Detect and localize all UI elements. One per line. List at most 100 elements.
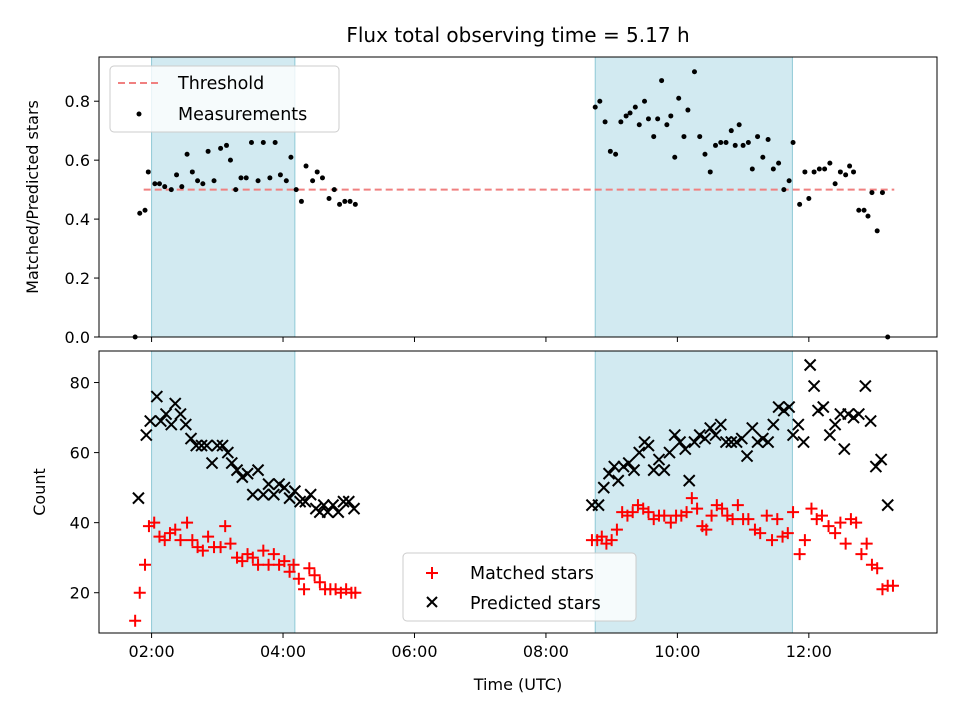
matched-star-point [805,502,818,515]
measurement-point [691,69,697,75]
measurement-point [874,228,880,234]
x-tick-label: 12:00 [786,642,832,661]
matched-star-point [186,534,199,547]
predicted-star-point [658,463,671,477]
measurement-point [248,139,254,145]
measurement-point [869,190,875,196]
predicted-star-point [602,467,616,480]
predicted-star-point [842,407,855,421]
measurement-point [837,169,843,175]
matched-star-point [129,614,142,627]
predicted-star-point [179,418,192,431]
predicted-star-point [592,498,605,512]
measurement-point [205,148,211,154]
measurement-point [168,187,174,193]
bottom-panel: 02:00 04:00 06:00 08:00 10:00 12:00 20406080 … [30,350,938,694]
measurement-point [781,187,787,193]
predicted-star-point [709,428,722,442]
measurement-point [597,98,603,104]
predicted-star-point [195,439,208,452]
predicted-star-point [838,442,851,456]
predicted-star-point [216,439,229,452]
measurement-point [314,169,320,175]
measurement-point [347,198,353,204]
predicted-star-point [140,428,153,442]
predicted-star-point [154,414,167,428]
predicted-star-point [874,453,888,466]
predicted-star-point [719,435,733,449]
measurement-point [728,128,734,134]
measurement-point [195,178,201,184]
measurement-point [655,116,661,122]
measurement-point [283,178,289,184]
predicted-star-point [317,498,330,512]
predicted-star-point [847,411,860,424]
matched-star-point [308,569,321,582]
matched-star-point [219,520,232,533]
predicted-star-point [792,418,805,431]
measurement-point [189,169,195,175]
measurement-point [770,166,776,172]
measurement-point [174,172,180,178]
y-tick-label: 80 [70,374,90,393]
predicted-star-point [823,428,837,442]
measurement-point [723,139,729,145]
measurement-point [272,139,278,145]
measurement-point [847,163,853,169]
predicted-star-point [663,446,676,459]
predicted-star-point [251,463,265,477]
measurement-point [745,139,751,145]
y-tick-label: 40 [70,514,90,533]
measurement-point [760,154,766,160]
top-panel: 0.00.20.40.60.8 Matched/Predicted stars … [23,56,938,347]
matched-star-point [886,579,899,592]
matched-star-point [605,534,618,547]
matched-star-point [798,534,811,547]
predicted-star-point [326,498,340,512]
matched-star-point [283,565,296,578]
predicted-star-point [673,435,687,449]
measurement-point [592,104,598,110]
predicted-star-point [132,491,145,505]
measurement-point [607,148,613,154]
measurement-point [636,122,642,128]
predicted-star-point [617,460,630,473]
matched-star-point [680,506,693,519]
predicted-star-point [342,495,355,508]
measurement-point [337,201,343,207]
predicted-star-point [811,404,825,417]
measurement-point [310,178,316,184]
predicted-star-point [751,435,764,449]
measurement-point [832,181,838,187]
matched-star-point [716,502,729,515]
matched-star-point [610,523,623,536]
measurement-point [627,110,633,116]
legend-matched-swatch [426,567,438,579]
matched-star-point [202,530,215,543]
measurement-point [659,78,665,84]
matched-star-point [267,548,280,561]
predicted-star-point [725,435,738,449]
predicted-star-point [597,481,610,494]
matched-star-point [287,558,300,571]
predicted-star-point [786,428,800,442]
measurement-point [331,187,337,193]
predicted-star-point [332,505,345,519]
predicted-star-point [241,467,254,480]
predicted-star-point [622,456,635,470]
measurement-point [211,178,217,184]
matched-star-point [236,555,249,568]
predicted-star-point [777,404,791,417]
measurement-point [681,134,687,140]
matched-star-point [705,509,718,522]
measurement-point [184,151,190,157]
predicted-star-point [257,488,270,501]
matched-star-point [139,558,152,571]
matched-star-point [793,548,806,561]
bottom-panel-frame [98,350,938,634]
predicted-star-point [714,418,727,431]
top-panel-frame [98,56,938,338]
measurement-point [156,181,162,187]
measurement-point [218,145,224,151]
measurement-point [179,184,185,190]
